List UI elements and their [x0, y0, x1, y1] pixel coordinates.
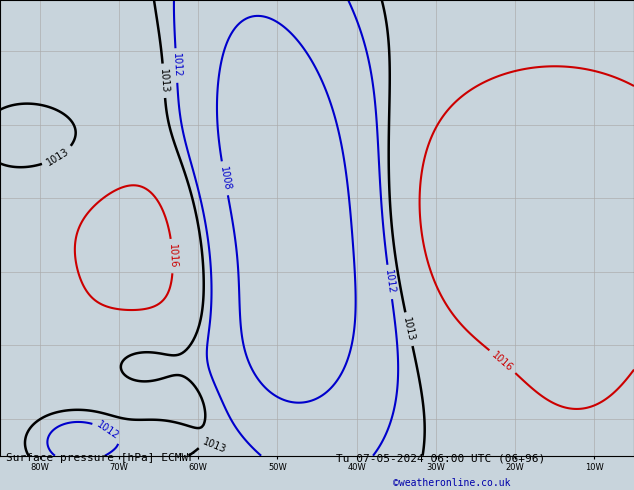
- Text: Surface pressure [hPa] ECMWF: Surface pressure [hPa] ECMWF: [6, 453, 195, 463]
- Text: 1012: 1012: [95, 420, 121, 442]
- Text: 1013: 1013: [44, 147, 71, 168]
- Text: 1016: 1016: [167, 244, 178, 269]
- Text: 1013: 1013: [158, 68, 170, 93]
- Text: 1016: 1016: [490, 350, 515, 373]
- Text: 1013: 1013: [401, 316, 417, 342]
- Text: 1013: 1013: [201, 437, 228, 455]
- Text: 1012: 1012: [171, 53, 182, 78]
- Text: Tu 07-05-2024 06:00 UTC (06+96): Tu 07-05-2024 06:00 UTC (06+96): [336, 453, 545, 463]
- Text: 1012: 1012: [383, 269, 396, 295]
- Text: ©weatheronline.co.uk: ©weatheronline.co.uk: [393, 478, 510, 488]
- Text: 1008: 1008: [217, 166, 232, 191]
